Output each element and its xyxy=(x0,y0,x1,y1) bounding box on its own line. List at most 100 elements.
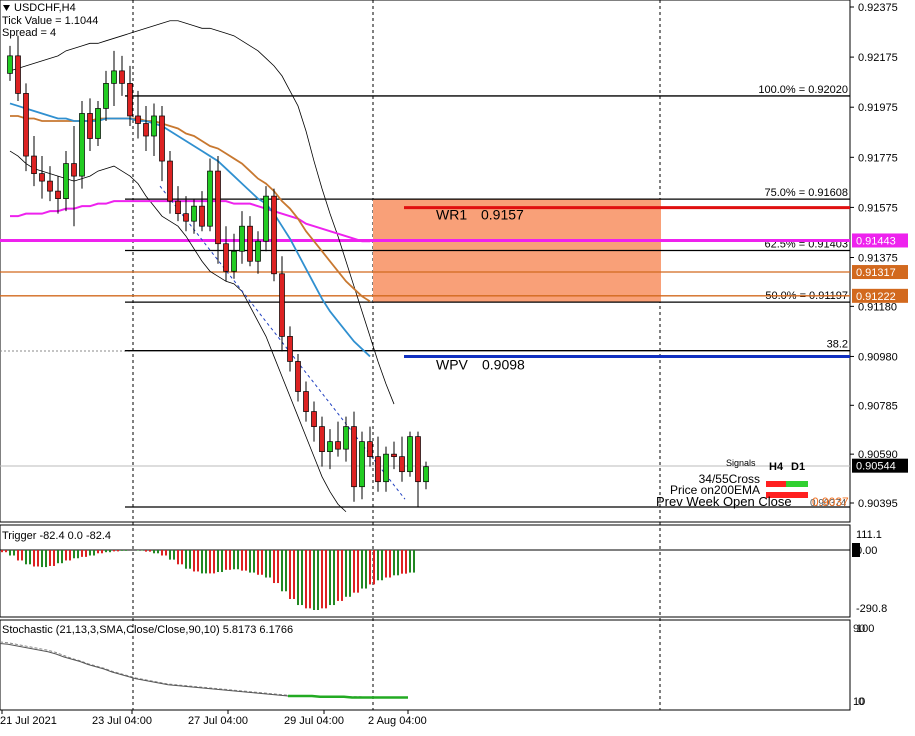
trigger-axis-zero: 0.00 xyxy=(856,545,877,557)
candle-body xyxy=(103,83,109,109)
candle-body xyxy=(383,453,389,483)
candle-body xyxy=(375,456,381,483)
price-tag xyxy=(852,288,908,303)
candle-body xyxy=(63,163,69,199)
fib-label: 75.0% = 0.91608 xyxy=(765,187,849,199)
triangle-down-icon[interactable] xyxy=(3,5,10,11)
signal-box-cross-h4 xyxy=(766,481,786,487)
trigger-title: Trigger -82.4 0.0 -82.4 xyxy=(2,530,111,542)
candle-body xyxy=(327,441,333,452)
signal-box-ema-d1 xyxy=(786,492,808,498)
signal-box-ema-h4 xyxy=(766,492,786,498)
price-label: 0.90395 xyxy=(858,498,898,510)
price-label: 0.91575 xyxy=(858,202,898,214)
signal-label-ema: Price on200EMA xyxy=(670,483,760,497)
candle-body xyxy=(247,225,253,262)
candle-body xyxy=(351,426,357,488)
price-tag-label: 0.91222 xyxy=(856,291,896,303)
price-label: 0.92375 xyxy=(858,2,898,14)
candle-body xyxy=(295,361,301,392)
candle-body xyxy=(263,195,269,242)
price-tag-label: 0.90544 xyxy=(856,461,896,473)
stochastic-axis-10: 10 xyxy=(853,696,865,708)
stochastic-axis-100: 100 xyxy=(856,623,874,635)
candle-body xyxy=(255,240,261,262)
candle-body xyxy=(151,115,157,137)
price-label: 0.91375 xyxy=(858,253,898,265)
candle-body xyxy=(23,93,29,157)
candle-body xyxy=(119,70,125,84)
candle-body xyxy=(271,195,277,275)
pivot-value: 0.9157 xyxy=(481,207,524,223)
stochastic-oversold-line xyxy=(288,694,408,699)
candle-body xyxy=(175,200,181,215)
price-label: 0.90785 xyxy=(858,400,898,412)
prev-week-value: 0.9037 xyxy=(812,495,849,509)
signals-h4: H4 xyxy=(769,461,784,473)
trigger-indicator: Trigger -82.4 0.0 -82.4 111.1 0.00 -290.… xyxy=(0,529,887,615)
time-axis[interactable]: 21 Jul 2021 23 Jul 04:00 27 Jul 04:00 29 Ju… xyxy=(0,710,427,727)
candle-body xyxy=(335,441,341,450)
trigger-axis-top: 111.1 xyxy=(856,529,882,541)
price-axis[interactable]: 0.92375 0.92175 0.91975 0.91775 0.91575 0.913… xyxy=(850,2,908,510)
candle-body xyxy=(231,250,237,272)
ma-blue-line xyxy=(9,102,371,358)
candle-body xyxy=(207,170,213,227)
candle-body xyxy=(191,205,197,222)
candle-body xyxy=(343,426,349,450)
prev-week-overlap-text: 0.90374 xyxy=(810,498,847,509)
candle-body xyxy=(47,180,53,192)
time-label: 2 Aug 04:00 xyxy=(368,715,427,727)
candle-body xyxy=(359,441,365,488)
pivot-lines[interactable]: WR1 0.9157 WPV 0.9098 xyxy=(404,206,850,373)
signals-title: Signals xyxy=(726,458,756,468)
candle-body xyxy=(15,55,21,94)
signals-d1: D1 xyxy=(791,461,805,473)
stochastic-indicator: Stochastic (21,13,3,SMA,Close/Close,90,1… xyxy=(0,623,874,708)
price-label: 0.91180 xyxy=(858,301,897,313)
ma-orange-line xyxy=(10,115,371,303)
candle-body xyxy=(167,160,173,202)
candle-body xyxy=(31,155,37,174)
candle-body xyxy=(303,391,309,412)
chart-header: USDCHF,H4 Tick Value = 1.1044 Spread = 4 xyxy=(2,2,98,39)
signals-panel: Signals H4 D1 34/55Cross Price on200EMA … xyxy=(656,458,849,509)
time-label: 23 Jul 04:00 xyxy=(92,715,152,727)
stochastic-axis-0: 0 xyxy=(858,696,864,708)
price-label: 0.91975 xyxy=(858,102,898,114)
candle-body xyxy=(391,453,397,458)
pivot-label: WR1 xyxy=(436,207,467,223)
candle-body xyxy=(55,190,61,199)
fib-label: 38.2 xyxy=(827,339,848,351)
candle-body xyxy=(143,123,149,137)
price-label: 0.92175 xyxy=(858,52,898,64)
signal-label-prev-week: Prev Week Open Close xyxy=(656,494,792,509)
candle-body xyxy=(127,83,133,117)
price-label: 0.91775 xyxy=(858,152,898,164)
candle-body xyxy=(279,273,285,337)
ma-magenta-line xyxy=(10,200,370,243)
candle-body xyxy=(311,411,317,427)
spread-value: Spread = 4 xyxy=(2,27,56,39)
candle-body xyxy=(95,108,101,139)
pivot-label: WPV xyxy=(436,356,469,372)
candle-body xyxy=(287,336,293,362)
candle-body xyxy=(39,173,45,182)
trigger-pane[interactable] xyxy=(0,524,851,618)
candle-body xyxy=(199,205,205,227)
candle-body xyxy=(87,113,93,139)
candle-body xyxy=(71,163,77,177)
candle-body xyxy=(407,436,413,473)
price-label: 0.90980 xyxy=(858,351,898,363)
candle-body xyxy=(423,466,429,483)
candles[interactable] xyxy=(7,35,429,507)
pivot-value: 0.9098 xyxy=(482,356,525,372)
stochastic-axis-90: 90 xyxy=(853,623,865,635)
candle-body xyxy=(183,213,189,222)
signal-box-cross-d1 xyxy=(786,481,808,487)
stochastic-title: Stochastic (21,13,3,SMA,Close/Close,90,1… xyxy=(2,624,293,636)
fib-label: 100.0% = 0.92020 xyxy=(758,84,848,96)
price-tag xyxy=(852,458,908,473)
stochastic-pane[interactable] xyxy=(0,619,851,711)
